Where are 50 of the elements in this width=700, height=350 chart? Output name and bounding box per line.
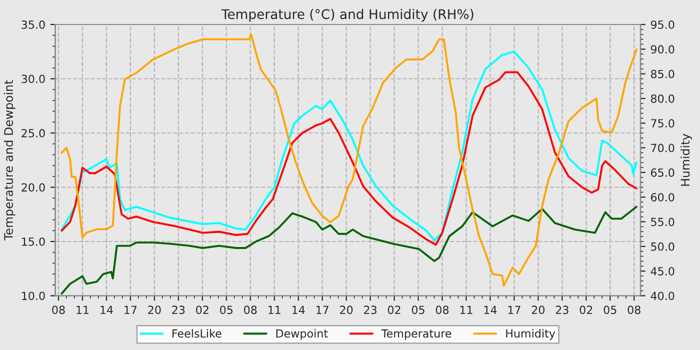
y2-tick-label: 55.0 bbox=[651, 218, 674, 226]
x-tick-label: 14 bbox=[292, 306, 305, 314]
y2-tick-label: 75.0 bbox=[651, 119, 674, 128]
y2-tick-label: 95.0 bbox=[650, 20, 674, 29]
y2-tick-label: 90.0 bbox=[650, 45, 674, 54]
y-tick-label: 10.0 bbox=[22, 292, 45, 300]
x-tick-label: 05 bbox=[412, 306, 424, 314]
x-tick-label: 08 bbox=[52, 306, 65, 314]
chart-title: Temperature (°C) and Humidity (RH%) bbox=[221, 8, 474, 22]
y2-tick-label: 50.0 bbox=[651, 242, 674, 251]
x-tick-label: 11 bbox=[76, 306, 89, 314]
x-tick-label: 02 bbox=[388, 306, 400, 314]
x-tick-label: 05 bbox=[220, 306, 232, 314]
legend-label: Temperature bbox=[381, 329, 452, 340]
x-tick-label: 20 bbox=[340, 306, 353, 314]
x-tick-label: 14 bbox=[100, 306, 113, 314]
y2-tick-label: 80.0 bbox=[650, 94, 674, 103]
x-tick-label: 20 bbox=[148, 306, 161, 314]
x-tick-label: 17 bbox=[124, 306, 137, 314]
y2-tick-label: 85.0 bbox=[650, 70, 674, 78]
legend-label: FeelsLike bbox=[172, 329, 222, 338]
y-tick-label: 35.0 bbox=[22, 20, 45, 29]
y-tick-label: 30.0 bbox=[22, 74, 45, 84]
y2-tick-label: 65.0 bbox=[651, 168, 674, 177]
y2-tick-label: 40.0 bbox=[650, 292, 674, 300]
x-tick-label: 23 bbox=[172, 306, 185, 314]
y2-axis-title: Humidity bbox=[680, 134, 692, 186]
y2-tick-label: 70.0 bbox=[651, 144, 674, 152]
legend-label: Humidity bbox=[506, 329, 556, 340]
x-tick-label: 02 bbox=[580, 306, 592, 314]
x-tick-label: 08 bbox=[436, 306, 449, 314]
y-tick-label: 25.0 bbox=[22, 128, 45, 138]
x-tick-label: 02 bbox=[196, 306, 208, 314]
x-tick-label: 05 bbox=[604, 306, 616, 314]
x-tick-label: 11 bbox=[460, 306, 472, 314]
y-axis-title: Temperature and Dewpoint bbox=[4, 80, 16, 240]
x-tick-label: 11 bbox=[268, 306, 280, 314]
x-tick-label: 08 bbox=[628, 306, 640, 314]
x-tick-label: 14 bbox=[484, 306, 497, 314]
x-tick-label: 17 bbox=[508, 306, 520, 314]
y-tick-label: 20.0 bbox=[22, 183, 45, 192]
x-tick-label: 23 bbox=[556, 306, 568, 314]
x-tick-label: 17 bbox=[316, 306, 328, 314]
x-tick-label: 23 bbox=[364, 306, 376, 314]
y2-tick-label: 60.0 bbox=[651, 193, 674, 202]
x-tick-label: 08 bbox=[244, 306, 257, 314]
legend-label: Dewpoint bbox=[276, 329, 328, 340]
x-tick-label: 20 bbox=[532, 306, 544, 314]
y2-tick-label: 45.0 bbox=[650, 267, 674, 276]
y-tick-label: 15.0 bbox=[22, 237, 45, 246]
